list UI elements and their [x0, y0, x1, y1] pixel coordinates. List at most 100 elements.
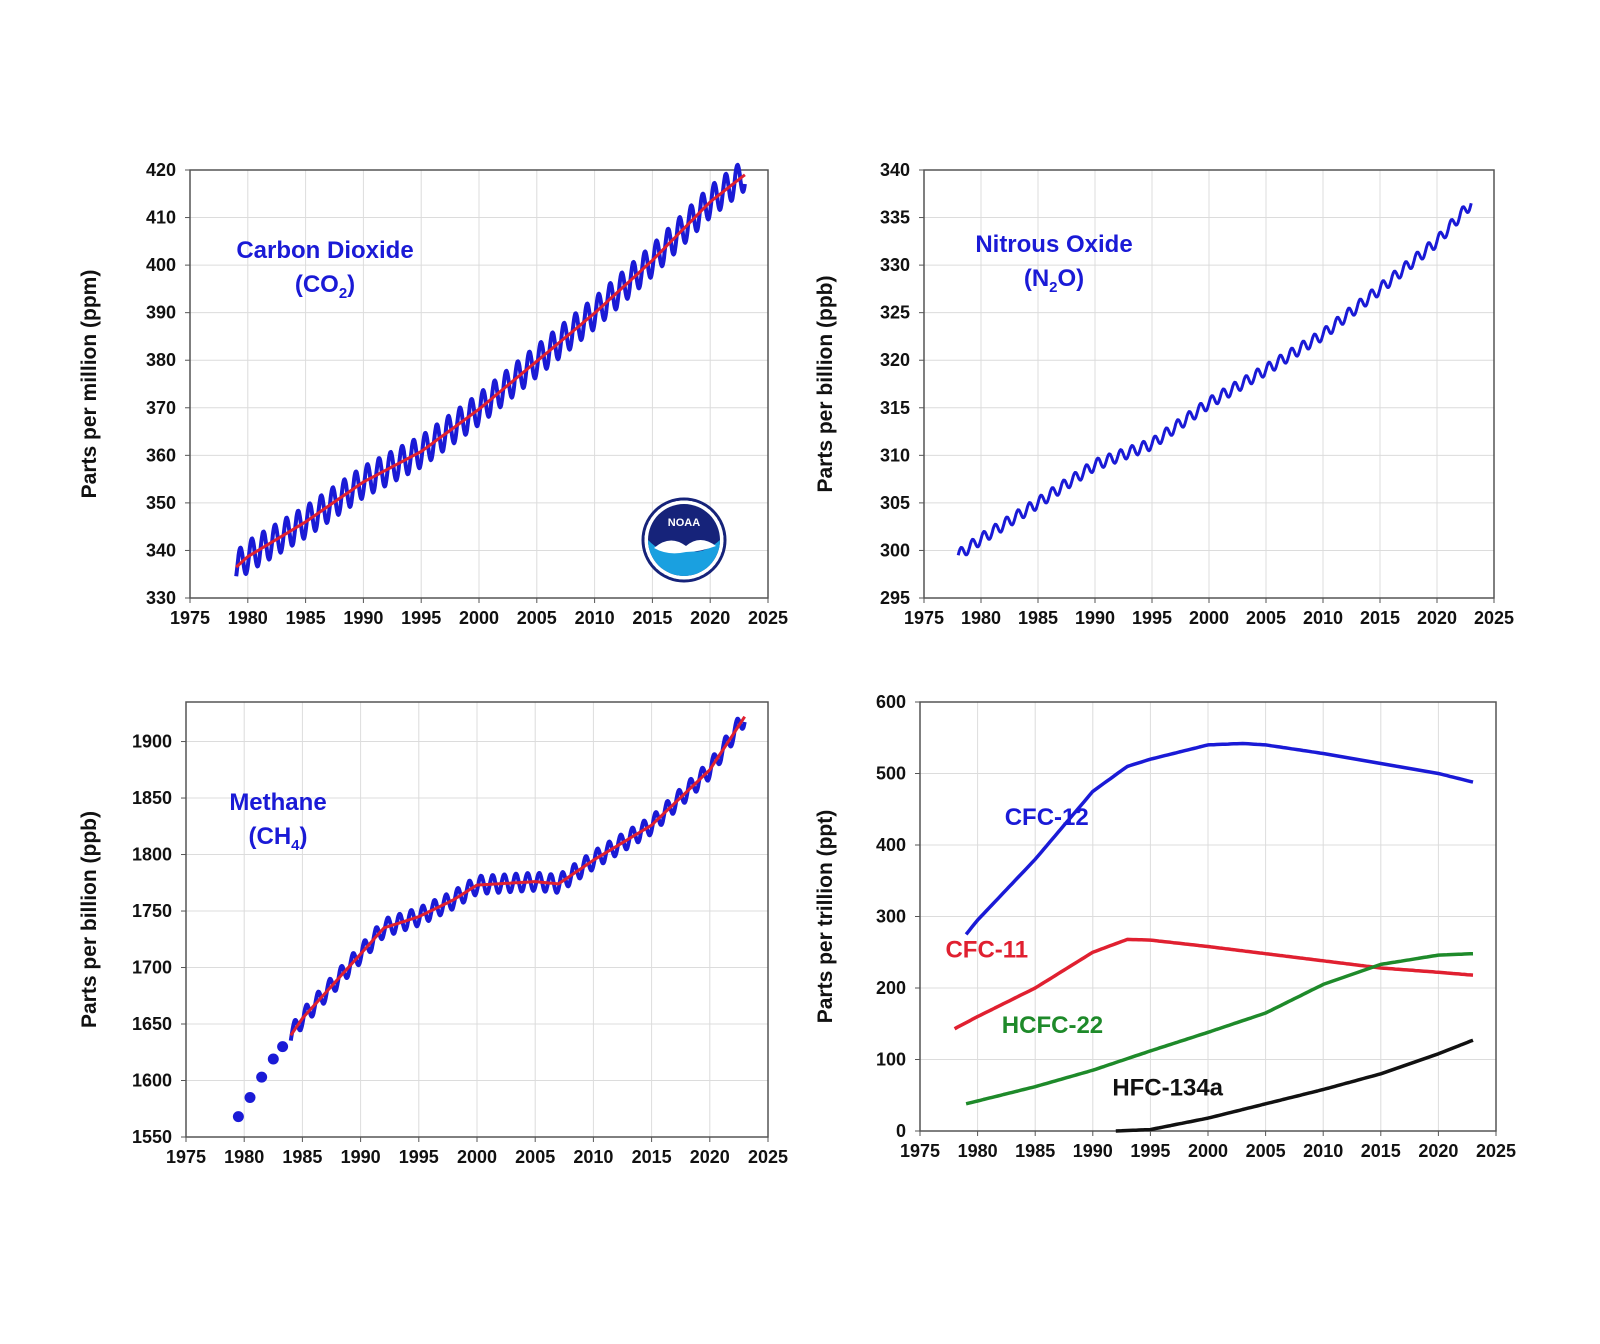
y-tick-label: 200 [876, 978, 906, 998]
co2-series-layer [234, 162, 747, 577]
noaa-logo-text: NOAA [668, 517, 700, 529]
x-tick-label: 2015 [632, 608, 672, 628]
y-tick-label: 390 [146, 303, 176, 323]
x-tick-label: 2015 [1360, 608, 1400, 628]
y-tick-label: 300 [880, 540, 910, 560]
n2o-annotation-formula: (N2O) [1024, 265, 1084, 296]
n2o-y-axis-ticks: 295 300 305 310 315 320 325 330 335 340 [880, 160, 924, 608]
x-tick-label: 1995 [401, 608, 441, 628]
x-tick-label: 1975 [904, 608, 944, 628]
ch4-series-layer [232, 715, 747, 1123]
co2-formula-main: (CO [295, 271, 339, 298]
y-tick-label: 0 [896, 1121, 906, 1141]
data-point [256, 1071, 268, 1083]
x-tick-label: 2015 [1361, 1141, 1401, 1161]
x-tick-label: 2025 [1474, 608, 1514, 628]
hfc-134a-series-label: HFC-134a [1112, 1074, 1223, 1101]
y-tick-label: 1850 [132, 788, 172, 808]
n2o-formula-close: O) [1058, 265, 1085, 292]
x-tick-label: 2010 [573, 1147, 613, 1167]
y-tick-label: 600 [876, 692, 906, 712]
seasonal-series-line [956, 202, 1473, 557]
y-tick-label: 325 [880, 303, 910, 323]
y-tick-label: 320 [880, 350, 910, 370]
x-tick-label: 2015 [632, 1147, 672, 1167]
y-tick-label: 300 [876, 907, 906, 927]
x-tick-label: 1995 [399, 1147, 439, 1167]
hfc-134a-series-line [1115, 1038, 1474, 1133]
ch4-formula-close: ) [300, 823, 308, 850]
x-tick-label: 1990 [341, 1147, 381, 1167]
x-tick-label: 2010 [1303, 1141, 1343, 1161]
y-tick-label: 340 [146, 540, 176, 560]
seasonal-series-line [288, 716, 747, 1041]
halocarbons-x-axis-ticks: 1975 1980 1985 1990 1995 2000 2005 2010 2015 2020… [900, 1131, 1516, 1161]
data-point [232, 1111, 244, 1123]
x-tick-label: 1980 [224, 1147, 264, 1167]
ch4-formula-main: (CH [249, 823, 292, 850]
y-tick-label: 1750 [132, 901, 172, 921]
co2-x-axis-ticks: 1975 1980 1985 1990 1995 2000 2005 2010 2015 2020… [170, 598, 788, 628]
x-tick-label: 1990 [1075, 608, 1115, 628]
halocarbons-y-axis-label: Parts per trillion (ppt) [814, 810, 837, 1024]
x-tick-label: 2020 [690, 608, 730, 628]
x-tick-label: 1985 [282, 1147, 322, 1167]
x-tick-label: 1980 [228, 608, 268, 628]
n2o-annotation-title: Nitrous Oxide [975, 231, 1132, 258]
ch4-y-axis-label: Parts per billion (ppb) [78, 811, 101, 1028]
halocarbons-series-labels: CFC-12 CFC-11 HCFC-22 HFC-134a [945, 804, 1223, 1101]
seasonal-series-line [234, 162, 747, 577]
x-tick-label: 1975 [900, 1141, 940, 1161]
x-tick-label: 2000 [1189, 608, 1229, 628]
x-tick-label: 2020 [1418, 1141, 1458, 1161]
cfc-12-series-label: CFC-12 [1005, 804, 1089, 831]
y-tick-label: 1900 [132, 732, 172, 752]
y-tick-label: 1650 [132, 1014, 172, 1034]
x-tick-label: 2005 [1246, 608, 1286, 628]
x-tick-label: 2020 [690, 1147, 730, 1167]
co2-y-axis-label: Parts per million (ppm) [78, 270, 101, 499]
y-tick-label: 100 [876, 1050, 906, 1070]
n2o-chart-panel: 1975 1980 1985 1990 1995 2000 2005 2010 2015 2020… [814, 160, 1514, 628]
ch4-annotation-formula: (CH4) [249, 823, 308, 854]
halocarbons-series-layer [953, 741, 1474, 1133]
n2o-series-layer [956, 202, 1473, 557]
ch4-annotation-title: Methane [229, 789, 326, 816]
co2-annotation-title: Carbon Dioxide [236, 237, 413, 264]
x-tick-label: 1985 [286, 608, 326, 628]
x-tick-label: 1995 [1130, 1141, 1170, 1161]
n2o-y-axis-label: Parts per billion (ppb) [814, 275, 837, 492]
halocarbons-y-axis-ticks: 0 100 200 300 400 500 600 [876, 692, 920, 1141]
x-tick-label: 1980 [961, 608, 1001, 628]
y-tick-label: 1550 [132, 1127, 172, 1147]
y-tick-label: 310 [880, 445, 910, 465]
y-tick-label: 400 [146, 255, 176, 275]
x-tick-label: 2025 [1476, 1141, 1516, 1161]
x-tick-label: 2020 [1417, 608, 1457, 628]
y-tick-label: 1700 [132, 958, 172, 978]
data-point [244, 1091, 256, 1103]
x-tick-label: 1975 [170, 608, 210, 628]
cfc-11-series-line [953, 937, 1474, 1031]
x-tick-label: 1985 [1018, 608, 1058, 628]
x-tick-label: 1985 [1015, 1141, 1055, 1161]
y-tick-label: 330 [880, 255, 910, 275]
x-tick-label: 2025 [748, 608, 788, 628]
ch4-formula-subscript: 4 [291, 837, 300, 854]
data-point [267, 1053, 279, 1065]
x-tick-label: 1990 [1073, 1141, 1113, 1161]
y-tick-label: 500 [876, 764, 906, 784]
hcfc-22-series-line [965, 951, 1474, 1106]
trend-series-line [235, 173, 746, 569]
y-tick-label: 1800 [132, 845, 172, 865]
y-tick-label: 400 [876, 835, 906, 855]
y-tick-label: 350 [146, 493, 176, 513]
hcfc-22-series-label: HCFC-22 [1002, 1012, 1103, 1039]
x-tick-label: 2010 [1303, 608, 1343, 628]
y-tick-label: 420 [146, 160, 176, 180]
y-tick-label: 1600 [132, 1071, 172, 1091]
y-tick-label: 315 [880, 398, 910, 418]
cfc-11-series-label: CFC-11 [945, 936, 1028, 963]
co2-annotation-formula: (CO2) [295, 271, 355, 302]
